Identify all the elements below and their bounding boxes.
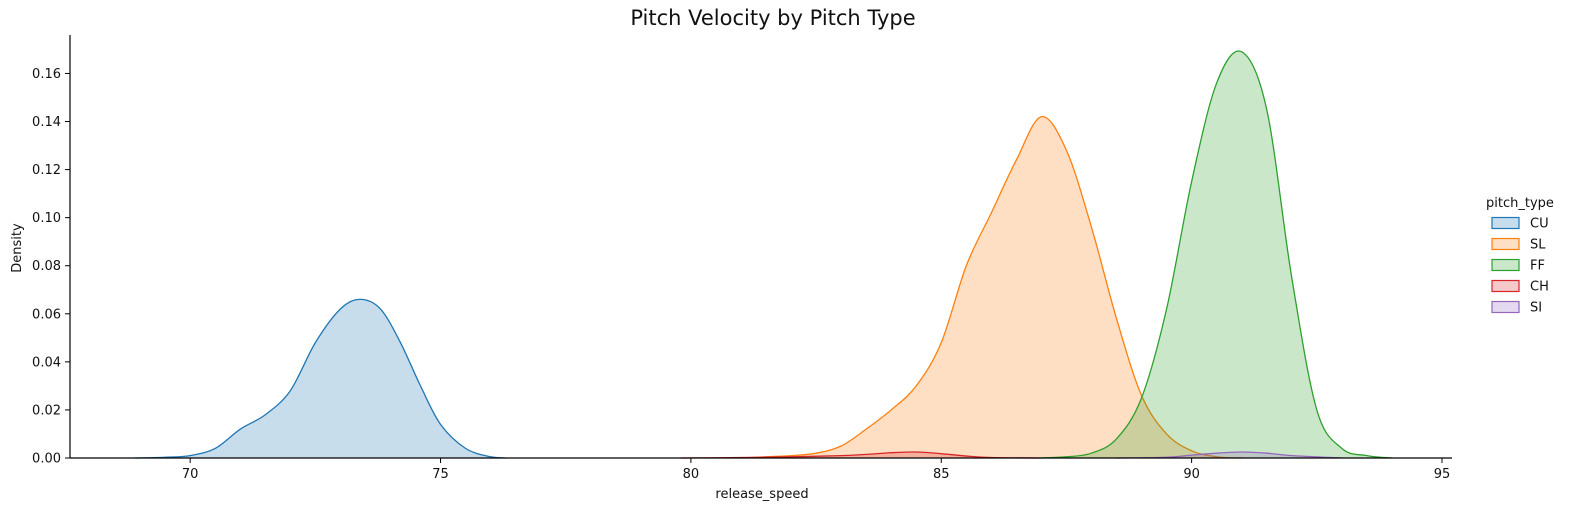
legend-label-ch: CH: [1530, 280, 1549, 295]
x-tick-label: 80: [683, 467, 700, 482]
y-tick-label: 0.02: [32, 403, 61, 418]
density-area-cu: [135, 299, 506, 458]
y-axis-ticks: 0.00 0.02 0.04 0.06 0.08 0.10 0.12 0.14 0.16: [32, 67, 70, 467]
y-tick-label: 0.08: [32, 259, 61, 274]
legend-label-sl: SL: [1530, 238, 1546, 253]
legend-swatch-sl: [1491, 237, 1520, 251]
legend-swatch-ff: [1491, 258, 1520, 272]
legend: pitch_type CU SL FF CH SI: [1486, 196, 1554, 316]
density-line-ch: [680, 451, 1042, 459]
legend-swatch-si: [1491, 300, 1520, 314]
y-tick-label: 0.06: [32, 307, 61, 322]
legend-label-ff: FF: [1530, 259, 1545, 274]
x-tick-label: 70: [182, 467, 199, 482]
x-tick-label: 90: [1183, 467, 1200, 482]
y-tick-label: 0.10: [32, 211, 61, 226]
legend-swatch-cu: [1491, 216, 1520, 230]
density-area-sl: [740, 116, 1242, 458]
legend-label-si: SI: [1530, 301, 1542, 316]
y-tick-label: 0.12: [32, 163, 61, 178]
x-axis-label: release_speed: [715, 487, 808, 502]
y-tick-label: 0.00: [32, 452, 61, 467]
legend-label-cu: CU: [1530, 217, 1549, 232]
legend-swatch-ch: [1491, 279, 1520, 293]
x-tick-label: 95: [1434, 467, 1451, 482]
density-area-ff: [1041, 51, 1392, 459]
density-area-si: [1116, 451, 1342, 458]
chart-title: Pitch Velocity by Pitch Type: [630, 6, 915, 30]
plot-area: [135, 50, 1392, 459]
y-tick-label: 0.04: [32, 355, 61, 370]
y-tick-label: 0.16: [32, 67, 61, 82]
x-tick-label: 75: [432, 467, 449, 482]
y-axis-label: Density: [10, 223, 25, 273]
density-line-sl: [740, 116, 1242, 459]
legend-title: pitch_type: [1486, 196, 1554, 211]
density-line-cu: [135, 298, 506, 459]
density-line-si: [1116, 451, 1342, 459]
density-line-ff: [1041, 50, 1392, 459]
y-tick-label: 0.14: [32, 115, 61, 130]
x-axis-ticks: 70 75 80 85 90 95: [182, 458, 1450, 482]
x-tick-label: 85: [933, 467, 950, 482]
